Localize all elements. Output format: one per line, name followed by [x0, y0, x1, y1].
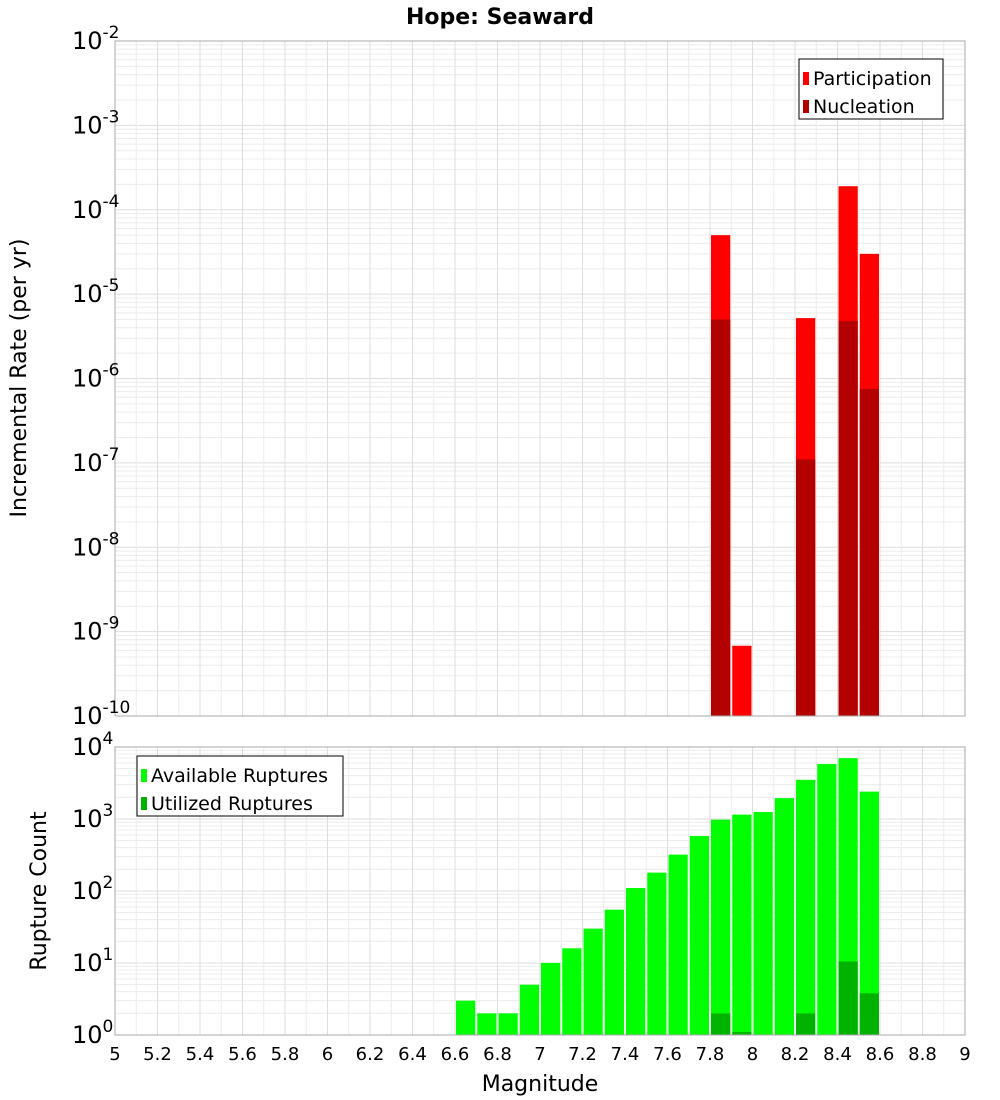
- bar: [711, 319, 731, 716]
- x-tick-label: 6: [322, 1044, 333, 1065]
- bars: [711, 186, 879, 716]
- y-tick-label: 10-10: [72, 698, 130, 730]
- series-utilized-ruptures: [711, 961, 879, 1035]
- bar: [732, 814, 752, 1035]
- x-tick-label: 5: [109, 1044, 120, 1065]
- x-tick-label: 8.4: [823, 1044, 852, 1065]
- y-tick-label: 10-3: [72, 107, 120, 139]
- bar: [498, 1013, 518, 1035]
- x-tick-label: 8: [747, 1044, 758, 1065]
- x-tick-label: 6.6: [441, 1044, 470, 1065]
- legend-swatch: [803, 100, 809, 113]
- y-tick-label: 10-5: [72, 276, 120, 308]
- y-tick-label: 10-9: [72, 614, 120, 646]
- legend: Available Ruptures Utilized Ruptures: [136, 755, 344, 817]
- bar: [796, 779, 816, 1035]
- y-tick-label: 102: [72, 873, 113, 905]
- x-tick-label: 5.2: [143, 1044, 172, 1065]
- bar: [753, 812, 773, 1035]
- bar: [774, 798, 794, 1035]
- y-tick-labels: 10-10 10-9 10-8 10-7 10-6 10-5 10-4 10-3 10-2: [72, 23, 130, 730]
- bar: [477, 1013, 497, 1035]
- count-y-axis-label: Rupture Count: [27, 811, 52, 971]
- bar: [626, 888, 646, 1035]
- legend-swatch: [141, 797, 147, 810]
- x-axis-label: Magnitude: [482, 1072, 599, 1097]
- bar: [838, 961, 858, 1035]
- x-tick-label: 7: [534, 1044, 545, 1065]
- bar: [711, 1013, 731, 1035]
- bars: [456, 758, 879, 1035]
- plot-border: [114, 40, 966, 717]
- legend-box: [136, 755, 344, 817]
- y-tick-label: 10-7: [72, 445, 120, 477]
- bar: [583, 928, 603, 1035]
- bar: [732, 1032, 752, 1035]
- y-tick-label: 101: [72, 945, 113, 977]
- x-tick-label: 8.2: [781, 1044, 810, 1065]
- x-tick-label: 7.8: [696, 1044, 725, 1065]
- plot-border: [114, 746, 966, 1036]
- bar: [796, 459, 816, 716]
- x-tick-label: 6.8: [483, 1044, 512, 1065]
- bar: [859, 791, 879, 1035]
- x-tick-label: 5.4: [186, 1044, 215, 1065]
- y-tick-label: 100: [72, 1017, 113, 1049]
- y-tick-label: 10-2: [72, 23, 120, 55]
- x-tick-label: 6.4: [398, 1044, 427, 1065]
- rate-panel: 10-10 10-9 10-8 10-7 10-6 10-5 10-4 10-3 10-2 Par…: [72, 23, 966, 730]
- bar: [519, 984, 539, 1035]
- bar: [647, 872, 667, 1035]
- legend-swatch: [803, 72, 809, 85]
- y-tick-label: 10-4: [72, 192, 120, 224]
- bar: [796, 1013, 816, 1035]
- y-tick-label: 103: [72, 801, 113, 833]
- bar: [456, 1000, 476, 1035]
- y-tick-label: 104: [72, 729, 113, 761]
- x-tick-label: 7.2: [568, 1044, 597, 1065]
- bar: [817, 764, 837, 1035]
- x-tick-label: 5.6: [228, 1044, 257, 1065]
- bar: [732, 645, 752, 716]
- bar: [562, 948, 582, 1035]
- y-tick-label: 10-6: [72, 361, 120, 393]
- legend: Participation Nucleation: [798, 58, 944, 120]
- legend-label: Participation: [813, 68, 932, 90]
- y-tick-labels: 100 101 102 103 104: [72, 729, 113, 1049]
- legend-swatch: [141, 769, 147, 782]
- chart-title: Hope: Seaward: [406, 5, 594, 30]
- bar: [859, 389, 879, 716]
- x-tick-label: 8.8: [908, 1044, 937, 1065]
- x-tick-label: 8.6: [866, 1044, 895, 1065]
- bar: [838, 321, 858, 716]
- legend-label: Utilized Ruptures: [151, 793, 313, 815]
- grid: [114, 41, 966, 717]
- x-tick-label: 5.8: [271, 1044, 300, 1065]
- count-panel: 100 101 102 103 104 5 5.2 5.4 5.6 5.8 6 6.2 6.4 6.6 6.…: [72, 729, 971, 1065]
- rate-y-axis-label: Incremental Rate (per yr): [7, 239, 32, 518]
- x-tick-label: 7.6: [653, 1044, 682, 1065]
- x-tick-labels: 5 5.2 5.4 5.6 5.8 6 6.2 6.4 6.6 6.8 7 7.2 7.4 7.6 7.8 8…: [109, 1044, 970, 1065]
- bar: [604, 909, 624, 1035]
- bar: [668, 854, 688, 1035]
- bar: [689, 836, 709, 1035]
- x-tick-label: 7.4: [611, 1044, 640, 1065]
- x-tick-label: 6.2: [356, 1044, 385, 1065]
- y-tick-label: 10-8: [72, 529, 120, 561]
- legend-label: Available Ruptures: [151, 765, 328, 787]
- bar: [541, 963, 561, 1035]
- series-nucleation: [711, 319, 879, 716]
- legend-box: [798, 58, 944, 120]
- x-tick-label: 9: [959, 1044, 970, 1065]
- bar: [859, 993, 879, 1035]
- bar: [711, 819, 731, 1035]
- legend-label: Nucleation: [813, 96, 915, 118]
